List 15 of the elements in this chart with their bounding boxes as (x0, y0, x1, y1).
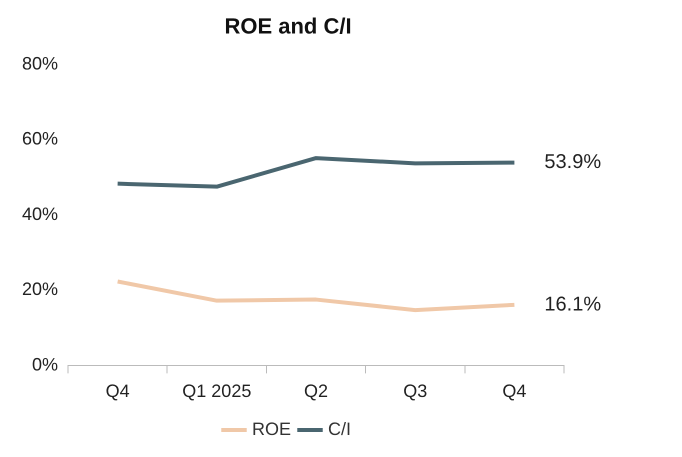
x-tick-label: Q1 2025 (182, 381, 252, 402)
y-tick-label: 60% (22, 128, 58, 149)
x-tick-label: Q2 (304, 381, 328, 402)
chart-title: ROE and C/I (224, 13, 352, 38)
y-tick-label: 20% (22, 279, 58, 300)
x-tick-label: Q3 (403, 381, 428, 402)
y-tick-label: 0% (32, 354, 58, 374)
data-label: 16.1% (544, 293, 602, 316)
legend-label: C/I (328, 418, 352, 439)
y-tick-label: 40% (22, 204, 58, 224)
legend-label: ROE (252, 418, 292, 439)
y-tick-label: 80% (22, 53, 58, 74)
x-tick-label: Q4 (502, 381, 526, 402)
x-tick-label: Q4 (106, 381, 130, 402)
data-label: 53.9% (544, 151, 602, 174)
